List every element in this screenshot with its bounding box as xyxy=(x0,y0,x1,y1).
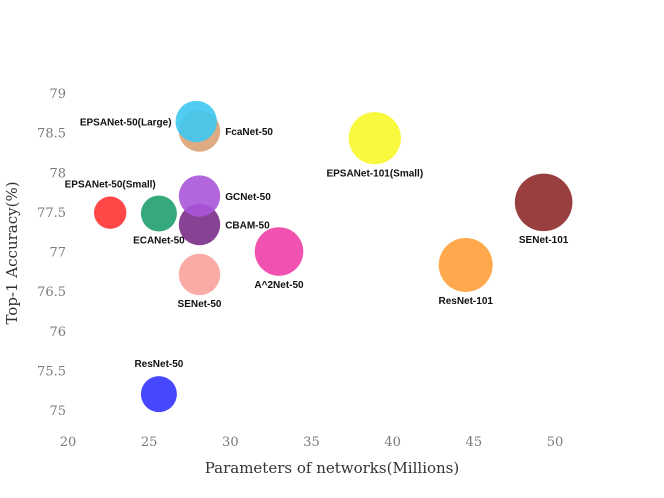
bubble-label: A^2Net-50 xyxy=(254,280,304,291)
bubble-label: ResNet-101 xyxy=(438,296,493,307)
bubble-label: CBAM-50 xyxy=(225,221,270,232)
x-tick-label: 20 xyxy=(60,435,77,450)
bubble-senet-50 xyxy=(178,253,221,296)
bubble-label: EPSANet-50(Large) xyxy=(80,118,172,129)
bubble-a-2net-50 xyxy=(254,227,304,276)
bubble-resnet-50 xyxy=(140,376,177,413)
bubble-epsanet-101-small- xyxy=(348,112,401,165)
y-tick-label: 79 xyxy=(49,87,66,102)
bubble-labels: ResNet-50 SENet-50 CBAM-50 GCNet-50 ECANet-5… xyxy=(65,118,569,371)
bubble-ecanet-50 xyxy=(140,195,177,232)
y-tick-label: 76.5 xyxy=(37,285,66,300)
bubbles xyxy=(94,100,573,413)
y-axis-ticks: 75 75.5 76 76.5 77 77.5 78 78.5 79 xyxy=(37,87,66,419)
x-axis-ticks: 20 25 30 35 40 45 50 xyxy=(60,435,564,450)
bubble-cbam-50 xyxy=(178,203,221,246)
x-tick-label: 25 xyxy=(141,435,158,450)
x-tick-label: 45 xyxy=(466,435,483,450)
x-tick-label: 30 xyxy=(222,435,239,450)
bubble-label: SENet-101 xyxy=(519,235,569,246)
y-tick-label: 75.5 xyxy=(37,364,66,379)
bubble-label: ResNet-50 xyxy=(134,359,183,370)
x-tick-label: 40 xyxy=(384,435,401,450)
bubble-epsanet-50-small- xyxy=(94,196,127,229)
y-axis-title: Top-1 Accuracy(%) xyxy=(3,181,21,324)
y-tick-label: 77.5 xyxy=(37,206,66,221)
bubble-label: GCNet-50 xyxy=(225,192,271,203)
bubble-gcnet-50 xyxy=(178,175,221,217)
x-axis-title: Parameters of networks(Millions) xyxy=(205,459,460,477)
y-tick-label: 78 xyxy=(49,166,66,181)
bubble-resnet-101 xyxy=(438,237,493,292)
bubble-label: EPSANet-101(Small) xyxy=(326,168,423,179)
bubble-epsanet-50-large- xyxy=(175,100,217,143)
y-tick-label: 77 xyxy=(49,246,66,261)
x-tick-label: 35 xyxy=(303,435,320,450)
bubble-label: FcaNet-50 xyxy=(225,127,273,138)
bubble-label: EPSANet-50(Small) xyxy=(65,179,156,190)
y-tick-label: 78.5 xyxy=(37,127,66,142)
y-tick-label: 76 xyxy=(49,325,66,340)
x-tick-label: 50 xyxy=(547,435,564,450)
bubble-label: SENet-50 xyxy=(178,299,222,310)
bubble-label: ECANet-50 xyxy=(133,235,185,246)
y-tick-label: 75 xyxy=(49,404,66,419)
bubble-senet-101 xyxy=(514,173,573,232)
